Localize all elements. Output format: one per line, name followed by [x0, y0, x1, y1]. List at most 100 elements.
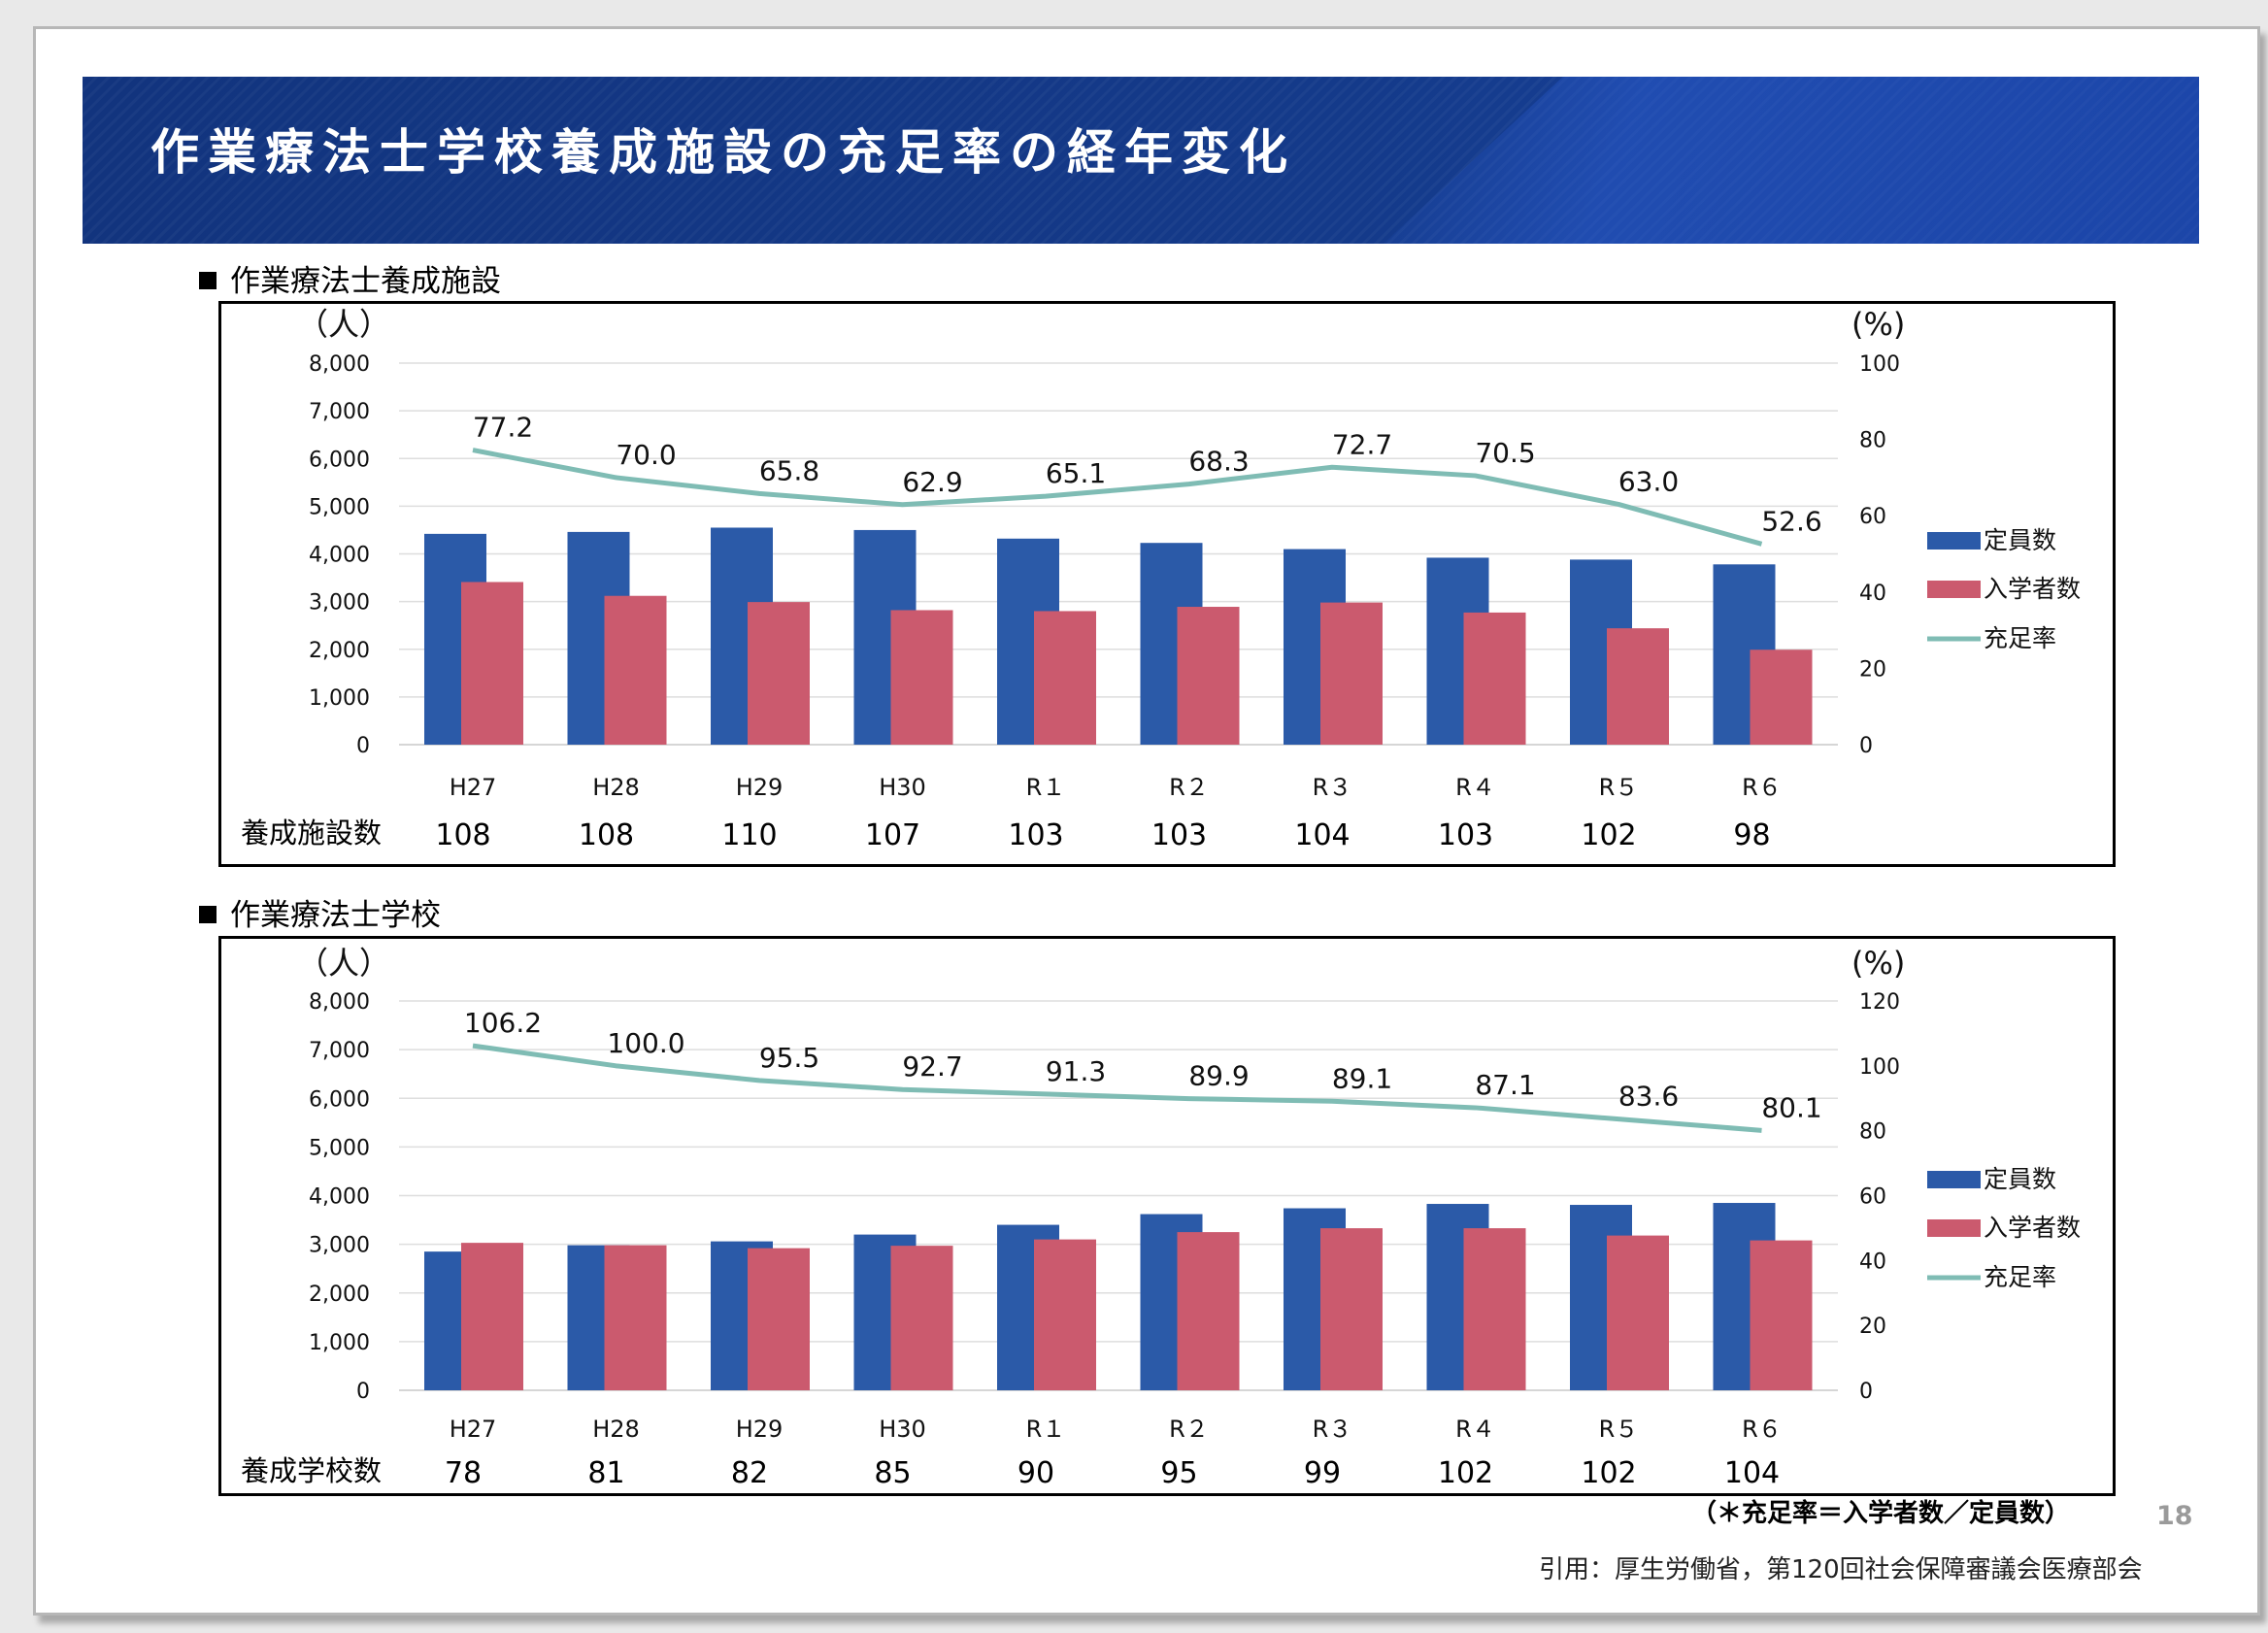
bar-enrollment — [604, 1245, 667, 1390]
legend-label-enrollment: 入学者数 — [1984, 575, 2081, 603]
y-axis-tick-label: 7,000 — [309, 400, 370, 424]
x-axis-category-label: R６ — [1742, 1416, 1782, 1443]
rate-data-label: 77.2 — [473, 412, 533, 444]
x-axis-category-label: R２ — [1169, 774, 1209, 801]
legend-label-rate: 充足率 — [1984, 1263, 2056, 1291]
y2-axis-tick-label: 60 — [1859, 505, 1886, 529]
footer-count: 102 — [1438, 1456, 1493, 1490]
bar-enrollment — [890, 1246, 953, 1390]
footer-count: 104 — [1724, 1456, 1780, 1490]
y-axis-unit-label: （人） — [297, 945, 390, 982]
bar-enrollment — [890, 610, 953, 745]
y-axis-tick-label: 5,000 — [309, 495, 370, 519]
rate-data-label: 89.1 — [1332, 1062, 1392, 1094]
y-axis-tick-label: 2,000 — [309, 639, 370, 663]
footer-count: 103 — [1008, 818, 1063, 852]
square-bullet-icon — [199, 906, 217, 923]
bar-enrollment — [461, 1243, 523, 1390]
rate-data-label: 52.6 — [1761, 505, 1821, 537]
y2-axis-tick-label: 120 — [1859, 990, 1900, 1015]
legend-swatch-enrollment — [1927, 581, 1981, 598]
section-label-schools: 作業療法士学校 — [199, 890, 441, 934]
rate-data-label: 68.3 — [1188, 446, 1249, 478]
x-axis-category-label: H27 — [450, 774, 497, 801]
bar-enrollment — [1750, 1240, 1813, 1390]
bar-enrollment — [1607, 628, 1669, 745]
footer-count: 78 — [445, 1456, 482, 1490]
y-axis-tick-label: 8,000 — [309, 990, 370, 1015]
banner-sheen — [1384, 77, 2199, 244]
rate-data-label: 83.6 — [1618, 1081, 1679, 1113]
section-label-facilities-text: 作業療法士養成施設 — [230, 264, 501, 299]
bar-enrollment — [1320, 1228, 1383, 1390]
y-axis-unit-label: （人） — [297, 306, 390, 343]
x-axis-category-label: H27 — [450, 1416, 497, 1443]
y2-axis-tick-label: 40 — [1859, 582, 1886, 606]
y-axis-tick-label: 7,000 — [309, 1039, 370, 1063]
y-axis-tick-label: 6,000 — [309, 1087, 370, 1112]
rate-data-label: 100.0 — [607, 1027, 684, 1059]
y-axis-tick-label: 8,000 — [309, 352, 370, 377]
chart-facilities: 8,000 7,000 6,000 5,000 4,000 3,000 2,000 1,000… — [241, 306, 2081, 852]
x-axis-category-label: H29 — [736, 1416, 784, 1443]
x-axis-category-label: R４ — [1455, 774, 1495, 801]
page-number: 18 — [2156, 1501, 2193, 1531]
rate-data-label: 72.7 — [1332, 428, 1392, 460]
y2-axis-tick-label: 100 — [1859, 352, 1900, 377]
footer-count: 103 — [1151, 818, 1207, 852]
footer-count: 102 — [1581, 818, 1636, 852]
y2-axis-tick-label: 100 — [1859, 1055, 1900, 1080]
x-axis-category-label: R３ — [1313, 1416, 1352, 1443]
bar-enrollment — [1463, 1228, 1526, 1390]
rate-data-label: 87.1 — [1475, 1069, 1535, 1101]
bar-enrollment — [1463, 612, 1526, 745]
x-axis-category-label: H29 — [736, 774, 784, 801]
y-axis-tick-label: 0 — [356, 734, 370, 758]
page-title: 作業療法士学校養成施設の充足率の経年変化 — [150, 124, 1296, 181]
section-label-schools-text: 作業療法士学校 — [230, 898, 441, 933]
footer-count: 103 — [1438, 818, 1493, 852]
footer-count: 98 — [1733, 818, 1770, 852]
y2-axis-unit-label: (%) — [1851, 945, 1905, 982]
bar-enrollment — [748, 602, 810, 745]
legend-swatch-capacity — [1927, 532, 1981, 550]
footer-row-label: 養成施設数 — [241, 816, 382, 850]
y-axis-tick-label: 5,000 — [309, 1136, 370, 1160]
y-axis-tick-label: 4,000 — [309, 544, 370, 568]
bar-enrollment — [1320, 602, 1383, 745]
footer-count: 108 — [579, 818, 634, 852]
rate-data-label: 63.0 — [1618, 465, 1679, 497]
rate-data-label: 92.7 — [902, 1050, 962, 1083]
footer-count: 81 — [587, 1456, 624, 1490]
rate-data-label: 91.3 — [1046, 1055, 1106, 1087]
y2-axis-tick-label: 20 — [1859, 1315, 1886, 1339]
x-axis-category-label: R５ — [1599, 774, 1639, 801]
footer-count: 99 — [1304, 1456, 1341, 1490]
x-axis-category-label: R３ — [1313, 774, 1352, 801]
y-axis-tick-label: 4,000 — [309, 1185, 370, 1210]
legend-label-capacity: 定員数 — [1984, 526, 2056, 554]
title-banner: 作業療法士学校養成施設の充足率の経年変化 — [83, 77, 2199, 244]
chart-schools: 8,000 7,000 6,000 5,000 4,000 3,000 2,000 1,000… — [241, 945, 2081, 1490]
x-axis-category-label: H30 — [879, 774, 926, 801]
y-axis-tick-label: 3,000 — [309, 591, 370, 616]
rate-data-label: 95.5 — [759, 1042, 819, 1074]
y2-axis-tick-label: 80 — [1859, 429, 1886, 453]
footer-row-label: 養成学校数 — [241, 1454, 382, 1487]
bar-enrollment — [1177, 607, 1240, 745]
y2-axis-tick-label: 40 — [1859, 1250, 1886, 1274]
x-axis-category-label: R１ — [1026, 1416, 1066, 1443]
bar-enrollment — [1607, 1235, 1669, 1390]
footer-count: 85 — [874, 1456, 911, 1490]
x-axis-category-label: R６ — [1742, 774, 1782, 801]
section-label-facilities: 作業療法士養成施設 — [199, 256, 501, 300]
bar-enrollment — [604, 595, 667, 745]
y-axis-tick-label: 1,000 — [309, 1331, 370, 1355]
x-axis-category-label: H30 — [879, 1416, 926, 1443]
y2-axis-tick-label: 80 — [1859, 1120, 1886, 1145]
legend-label-rate: 充足率 — [1984, 624, 2056, 652]
y-axis-tick-label: 6,000 — [309, 448, 370, 472]
footer-count: 110 — [721, 818, 777, 852]
legend-label-capacity: 定員数 — [1984, 1165, 2056, 1193]
footer-count: 102 — [1581, 1456, 1636, 1490]
